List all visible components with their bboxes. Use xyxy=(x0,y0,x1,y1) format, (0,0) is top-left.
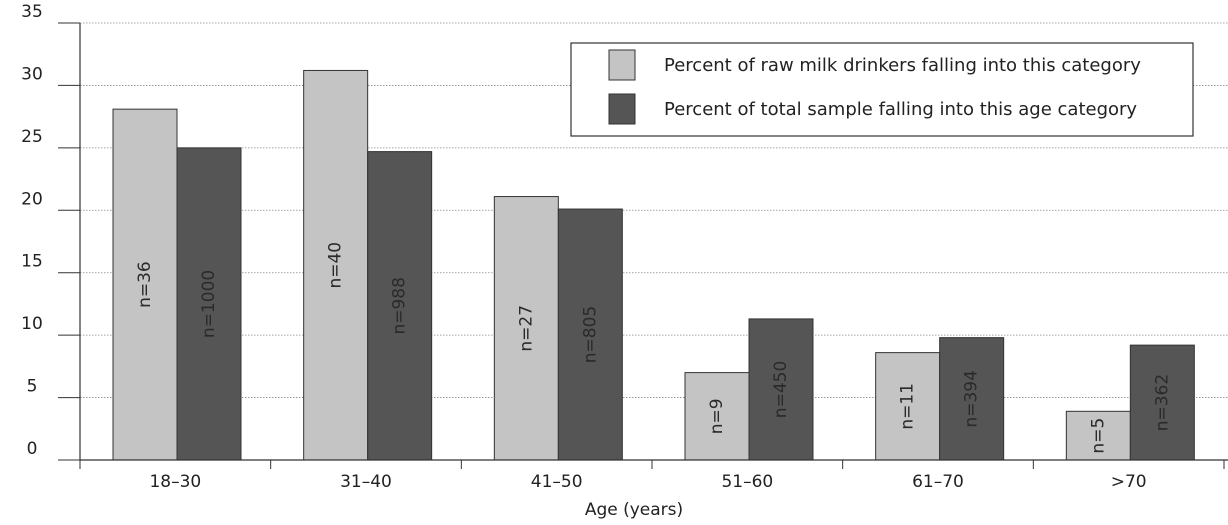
x-tick-label: 41–50 xyxy=(531,472,583,492)
x-tick-label: 31–40 xyxy=(340,472,392,492)
x-tick-label: 18–30 xyxy=(149,472,201,492)
y-tick-label: 20 xyxy=(21,189,43,209)
legend-swatch-total-sample xyxy=(608,93,636,125)
bar xyxy=(875,352,941,461)
bar-data-label: n=805 xyxy=(580,306,600,363)
bar-data-label: n=11 xyxy=(898,383,918,430)
x-tick-label: 61–70 xyxy=(912,472,964,492)
bar xyxy=(176,147,242,461)
bar-data-label: n=450 xyxy=(771,361,791,418)
bars: n=36 n=1000 n=40 n=988 n=27 n=805 n=9 n=450 n=11… xyxy=(112,69,1195,461)
bar xyxy=(367,151,433,461)
x-axis-title: Age (years) xyxy=(585,500,683,520)
y-tick-label: 5 xyxy=(27,377,38,397)
bar-data-label: n=27 xyxy=(516,305,536,352)
bar xyxy=(303,69,369,461)
bar-data-label: n=362 xyxy=(1152,374,1172,431)
bar-data-label: n=40 xyxy=(326,242,346,289)
legend-swatch-raw-milk xyxy=(608,49,636,81)
legend-box xyxy=(570,42,1194,137)
legend: Percent of raw milk drinkers falling int… xyxy=(570,42,1194,137)
y-tick-label: 0 xyxy=(27,439,38,459)
legend-label-total-sample: Percent of total sample falling into thi… xyxy=(664,99,1137,120)
x-axis: 18–30 31–40 41–50 51–60 61–70 >70 xyxy=(79,23,1228,492)
y-tick-label: 25 xyxy=(21,127,43,147)
bar-data-label: n=9 xyxy=(707,398,727,434)
bar-data-label: n=36 xyxy=(135,261,155,308)
bar-data-label: n=5 xyxy=(1088,418,1108,454)
bar-data-label: n=394 xyxy=(962,370,982,427)
bar-data-label: n=988 xyxy=(390,277,410,334)
bar xyxy=(1129,344,1195,461)
bar xyxy=(748,318,814,461)
y-tick-label: 15 xyxy=(21,252,43,272)
bar xyxy=(557,208,623,461)
bar-data-label: n=1000 xyxy=(199,270,219,338)
x-tick-label: >70 xyxy=(1111,472,1147,492)
legend-label-raw-milk: Percent of raw milk drinkers falling int… xyxy=(664,55,1141,76)
y-tick-label: 10 xyxy=(21,314,43,334)
bar xyxy=(939,337,1005,461)
x-tick-label: 51–60 xyxy=(721,472,773,492)
y-tick-label: 30 xyxy=(21,64,43,84)
y-axis-ticks: 0 5 10 15 20 25 30 35 xyxy=(21,2,80,461)
y-tick-label: 35 xyxy=(21,2,43,22)
